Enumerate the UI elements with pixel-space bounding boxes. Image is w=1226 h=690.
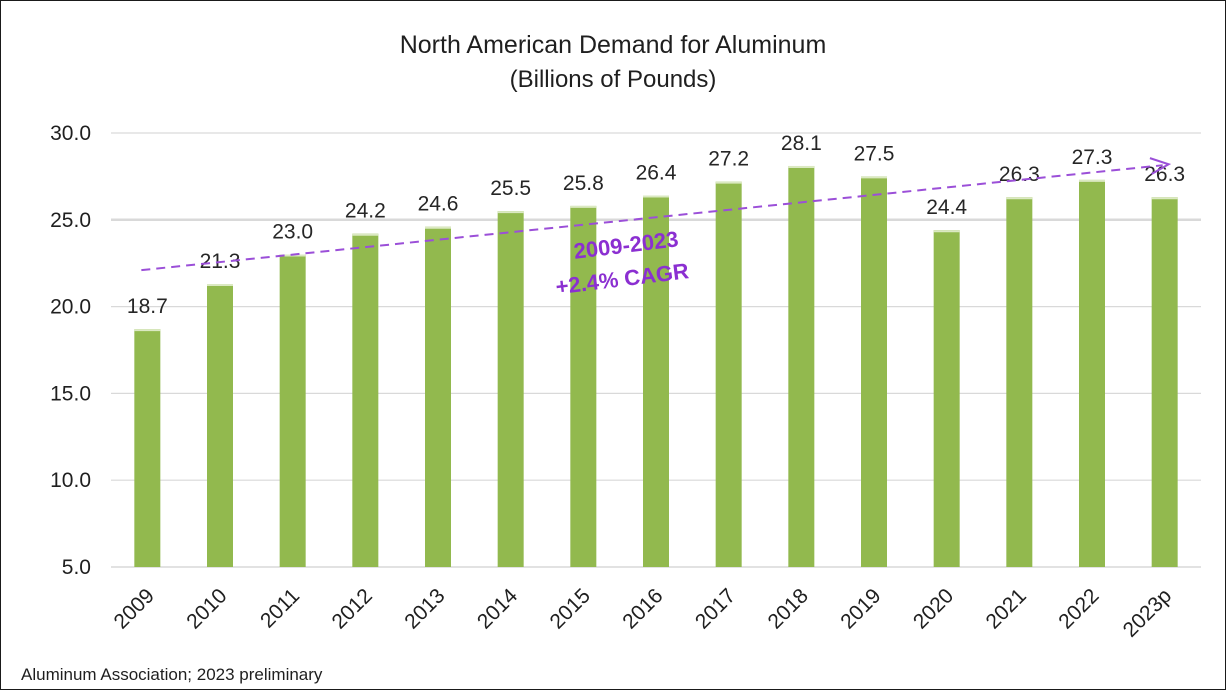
x-tick-label: 2015 [546, 584, 595, 633]
x-tick-label: 2021 [982, 584, 1031, 633]
chart-svg: North American Demand for Aluminum (Bill… [50, 31, 1201, 642]
bar-2021 [1006, 197, 1033, 567]
y-tick-label: 20.0 [50, 296, 91, 319]
data-label: 24.2 [345, 200, 386, 223]
x-axis-ticks: 2009 2010 2011 2012 2013 2014 2015 2016 2017 2018… [110, 584, 1177, 642]
source-note: Aluminum Association; 2023 preliminary [21, 665, 323, 684]
x-tick-label: 2010 [182, 584, 231, 633]
data-label: 23.0 [272, 221, 313, 244]
bar-2022 [1079, 179, 1105, 567]
x-tick-label: 2009 [110, 584, 159, 633]
x-tick-label: 2020 [909, 584, 958, 633]
bar-2014 [497, 211, 524, 567]
y-tick-label: 5.0 [62, 556, 91, 579]
bar-2018 [788, 165, 815, 567]
y-axis-ticks: 5.0 10.0 15.0 20.0 25.0 30.0 [50, 122, 91, 579]
bar-2010 [207, 284, 233, 567]
bar-2011 [279, 254, 306, 567]
x-tick-label: 2016 [618, 584, 667, 633]
data-label: 26.3 [999, 163, 1040, 186]
data-label: 27.5 [854, 142, 895, 165]
bar-2023p [1151, 197, 1178, 567]
bar-2017 [715, 181, 742, 567]
data-label: 28.1 [781, 132, 822, 155]
x-tick-label: 2011 [256, 584, 304, 632]
data-label: 18.7 [127, 295, 168, 318]
data-label: 27.3 [1072, 146, 1113, 169]
x-tick-label: 2023p [1119, 584, 1177, 642]
bar-2015 [570, 205, 597, 568]
bar-2013 [425, 226, 451, 567]
chart-title: North American Demand for Aluminum [400, 31, 827, 59]
y-tick-label: 10.0 [50, 469, 91, 492]
data-label: 24.4 [926, 196, 967, 219]
y-tick-label: 30.0 [50, 122, 91, 145]
bar-2016 [643, 195, 669, 567]
x-tick-label: 2012 [328, 584, 377, 633]
bars [134, 165, 1178, 568]
y-tick-label: 25.0 [50, 209, 91, 232]
x-tick-label: 2014 [473, 584, 523, 634]
x-tick-label: 2019 [836, 584, 885, 633]
x-tick-label: 2018 [764, 584, 813, 633]
data-label: 26.3 [1144, 163, 1185, 186]
bar-2020 [933, 230, 960, 567]
trendline [141, 157, 1172, 272]
trendline-arrowhead [1149, 157, 1172, 175]
bar-2012 [352, 233, 379, 568]
data-labels: 18.721.323.024.224.625.525.826.427.228.1… [127, 132, 1185, 318]
bar-2019 [861, 176, 887, 567]
x-tick-label: 2022 [1054, 584, 1103, 633]
data-label: 27.2 [708, 148, 749, 171]
chart-subtitle: (Billions of Pounds) [510, 66, 717, 93]
data-label: 24.6 [418, 193, 459, 216]
x-tick-label: 2017 [691, 584, 740, 633]
trendline-dashed [141, 164, 1163, 272]
data-label: 26.4 [636, 161, 677, 184]
y-tick-label: 15.0 [50, 382, 91, 405]
bar-2009 [134, 329, 161, 567]
x-tick-label: 2013 [400, 584, 449, 633]
data-label: 25.8 [563, 172, 604, 195]
data-label: 25.5 [490, 177, 531, 200]
